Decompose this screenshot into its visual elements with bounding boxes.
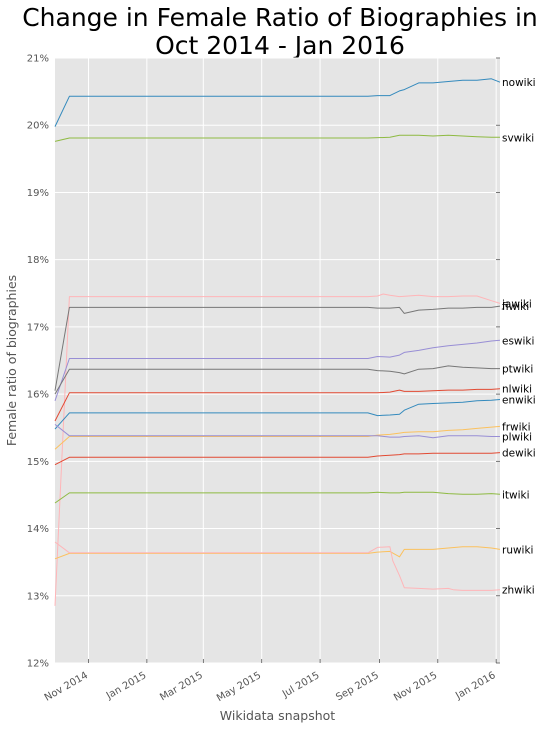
grid-lines [55,57,500,664]
series-label-itwiki: itwiki [502,489,530,501]
y-tick-label: 12% [27,659,49,670]
y-tick-label: 14% [27,524,49,535]
y-tick-label: 17% [27,322,49,333]
series-label-fiwiki: fiwiki [502,301,529,313]
series-label-enwiki: enwiki [502,394,536,406]
series-line-ptwiki [54,365,500,395]
y-tick-label: 19% [27,188,49,199]
series-line-svwiki [54,134,500,142]
x-tick-label: Jan 2015 [104,670,149,702]
x-tick-label: Jan 2016 [453,670,498,702]
series-line-itwiki [54,491,501,504]
y-tick-label: 18% [27,255,49,266]
series-label-eswiki: eswiki [502,335,534,347]
x-tick-label: May 2015 [215,670,263,704]
y-tick-label: 15% [27,457,49,468]
series-label-frwiki: frwiki [502,421,531,433]
series-line-jawiki [54,293,501,606]
y-tick-label: 16% [27,390,49,401]
series-line-nowiki [54,78,501,127]
x-tick-label: Sep 2015 [334,670,381,703]
series-label-nowiki: nowiki [502,77,536,89]
series-label-ptwiki: ptwiki [502,364,533,376]
plot-area [55,58,500,663]
series-line-eswiki [54,339,501,401]
series-line-nlwiki [54,388,501,422]
x-tick-label: Nov 2015 [392,670,439,704]
y-tick-label: 21% [27,54,49,65]
series-line-enwiki [54,399,501,430]
y-tick-label: 13% [27,591,49,602]
series-label-jawiki: jawiki [501,298,532,310]
x-tick-label: Jul 2015 [280,670,322,700]
chart-title: Change in Female Ratio of Biographies in… [0,4,540,60]
series-line-plwiki [54,424,500,439]
series-label-dewiki: dewiki [502,448,536,460]
series-line-fiwiki [54,305,501,391]
x-axis-label: Wikidata snapshot [220,708,336,723]
chart-title-line-1: Change in Female Ratio of Biographies in [22,3,538,32]
chart-title-line-2: Oct 2014 - Jan 2016 [155,31,405,60]
series-label-zhwiki: zhwiki [502,585,535,597]
x-tick-label: Mar 2015 [158,670,205,703]
series-line-dewiki [54,452,501,466]
series-line-ruwiki [54,546,501,560]
x-tick-label: Nov 2014 [43,670,90,704]
series-line-zhwiki [54,541,501,591]
series-label-plwiki: plwiki [502,431,532,443]
series-label-ruwiki: ruwiki [502,544,533,556]
series-label-nlwiki: nlwiki [502,384,532,396]
series-lines [54,78,501,606]
y-axis-label: Female ratio of biographies [4,275,19,446]
series-label-svwiki: svwiki [502,132,534,144]
y-tick-label: 20% [27,121,49,132]
